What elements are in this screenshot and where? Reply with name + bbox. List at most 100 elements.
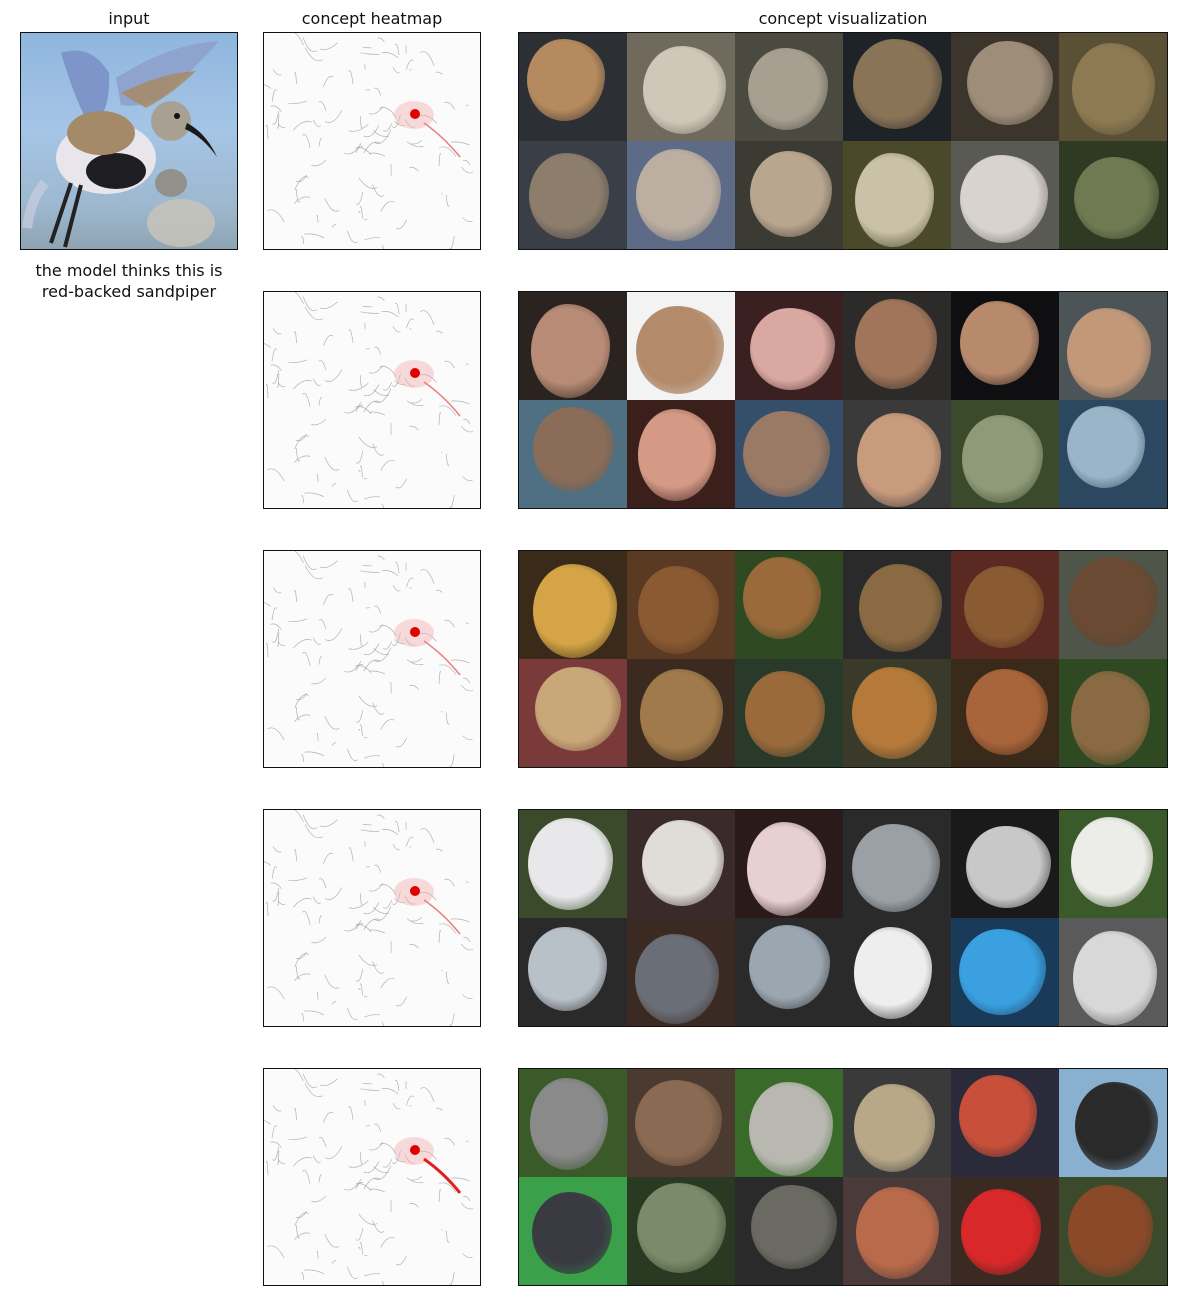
concept-example-tile [735, 141, 843, 249]
sandpiper-illustration [22, 41, 219, 248]
concept-example-tile [627, 292, 735, 400]
concept-example-tile [843, 659, 951, 767]
concept-example-tile [843, 400, 951, 508]
concept-example-tile [951, 1069, 1059, 1177]
concept-region [533, 407, 614, 491]
caption-line-2: red-backed sandpiper [41, 282, 217, 301]
concept-example-tile [735, 400, 843, 508]
concept-example-tile [519, 551, 627, 659]
heatmap-edges [264, 551, 473, 767]
caption-line-1: the model thinks this is [35, 261, 223, 280]
concept-heatmap [263, 1068, 481, 1286]
concept-region [857, 413, 941, 507]
concept-region [1068, 1185, 1153, 1277]
concept-example-tile [519, 141, 627, 249]
concept-region [1074, 157, 1159, 239]
concept-region [636, 306, 724, 394]
concept-example-tile [1059, 33, 1167, 141]
concept-example-tile [735, 551, 843, 659]
concept-example-tile [519, 659, 627, 767]
concept-example-tile [519, 400, 627, 508]
concept-example-tile [627, 810, 735, 918]
concept-example-tile [1059, 551, 1167, 659]
concept-region [635, 934, 719, 1024]
concept-example-tile [627, 918, 735, 1026]
concept-region [635, 1080, 722, 1166]
concept-example-tile [951, 551, 1059, 659]
concept-region [1067, 308, 1151, 398]
concept-region [745, 671, 825, 757]
concept-heatmap [263, 550, 481, 768]
concept-region [962, 415, 1043, 503]
concept-example-tile [1059, 400, 1167, 508]
concept-region [967, 41, 1053, 125]
concept-example-tile [951, 810, 1059, 918]
input-image [20, 32, 238, 250]
concept-example-tile [1059, 1177, 1167, 1285]
concept-region [1067, 406, 1145, 488]
concept-region [856, 1187, 939, 1279]
concept-example-tile [735, 918, 843, 1026]
concept-region [1072, 43, 1155, 135]
concept-region [530, 1078, 608, 1170]
concept-example-tile [843, 918, 951, 1026]
concept-region [642, 820, 724, 906]
concept-example-tile [627, 551, 735, 659]
concept-example-tile [843, 33, 951, 141]
concept-example-tile [1059, 141, 1167, 249]
concept-visualization-grid [518, 809, 1168, 1027]
concept-region [960, 155, 1048, 243]
concept-example-tile [519, 33, 627, 141]
concept-visualization-grid [518, 32, 1168, 250]
concept-example-tile [843, 1069, 951, 1177]
concept-heatmap [263, 291, 481, 509]
concept-example-tile [735, 33, 843, 141]
concept-example-tile [735, 659, 843, 767]
concept-heatmap [263, 32, 481, 250]
concept-visualization-grid [518, 291, 1168, 509]
concept-example-tile [1059, 918, 1167, 1026]
concept-example-tile [627, 1069, 735, 1177]
concept-example-tile [843, 141, 951, 249]
prediction-caption: the model thinks this is red-backed sand… [0, 260, 258, 302]
concept-region [743, 411, 830, 497]
concept-region [750, 308, 835, 390]
concept-region [966, 669, 1048, 755]
heatmap-edges [264, 33, 473, 249]
concept-region [529, 153, 609, 239]
concept-region [855, 299, 937, 389]
concept-heatmap [263, 809, 481, 1027]
concept-example-tile [951, 33, 1059, 141]
concept-region [960, 301, 1039, 385]
concept-example-tile [951, 1177, 1059, 1285]
concept-example-tile [843, 551, 951, 659]
concept-region [853, 39, 942, 129]
concept-region [636, 149, 721, 241]
concept-example-tile [519, 918, 627, 1026]
concept-example-tile [951, 400, 1059, 508]
concept-region [1071, 671, 1150, 765]
concept-region [750, 151, 832, 237]
concept-example-tile [735, 292, 843, 400]
concept-example-tile [843, 1177, 951, 1285]
concept-example-tile [519, 292, 627, 400]
concept-region [528, 818, 613, 910]
concept-region [959, 1075, 1037, 1157]
concept-visualization-grid [518, 1068, 1168, 1286]
concept-region [964, 566, 1044, 648]
concept-example-tile [627, 33, 735, 141]
concept-region [640, 669, 723, 761]
concept-region [527, 39, 605, 121]
concept-example-tile [519, 1069, 627, 1177]
concept-region [1075, 1082, 1158, 1170]
concept-region [1073, 931, 1157, 1025]
concept-region [747, 822, 826, 916]
heatmap-edges [264, 292, 473, 508]
concept-example-tile [951, 292, 1059, 400]
concept-region [748, 48, 828, 130]
concept-region [854, 927, 932, 1019]
concept-region [959, 929, 1046, 1015]
concept-region [532, 1192, 612, 1274]
concept-region [638, 409, 716, 501]
concept-example-tile [1059, 810, 1167, 918]
